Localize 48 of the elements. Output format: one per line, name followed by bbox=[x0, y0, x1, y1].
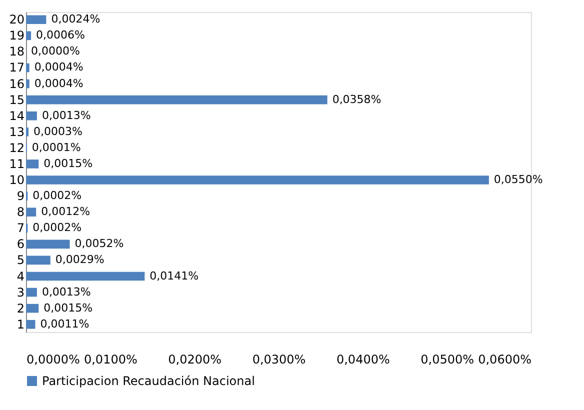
y-tick-label: 7 bbox=[16, 221, 24, 236]
data-label: 0,0141% bbox=[150, 269, 199, 282]
y-tick-label: 19 bbox=[9, 28, 24, 43]
data-label: 0,0001% bbox=[32, 140, 81, 154]
y-tick-label: 3 bbox=[16, 285, 24, 300]
data-label: 0,0358% bbox=[332, 92, 382, 106]
data-label: 0,0011% bbox=[40, 317, 90, 330]
y-tick-label: 16 bbox=[9, 76, 24, 91]
x-tick-label: 0,0400% bbox=[336, 352, 390, 366]
legend-label: Participacion Recaudación Nacional bbox=[42, 374, 255, 388]
data-label: 0,0002% bbox=[32, 221, 82, 234]
x-tick-label: 0,0300% bbox=[252, 352, 306, 366]
data-label: 0,0015% bbox=[44, 301, 93, 314]
data-label: 0,0052% bbox=[74, 237, 124, 250]
y-tick-label: 2 bbox=[16, 301, 24, 316]
y-tick-label: 20 bbox=[9, 12, 24, 27]
x-tick-label: 0,0100% bbox=[84, 352, 138, 366]
data-label: 0,0006% bbox=[36, 28, 86, 42]
x-tick-label: 0,0000% bbox=[26, 352, 80, 366]
data-label: 0,0002% bbox=[32, 189, 82, 202]
data-label: 0,0550% bbox=[494, 173, 543, 186]
y-tick-label: 14 bbox=[9, 108, 24, 123]
y-tick-label: 10 bbox=[9, 173, 24, 188]
data-label: 0,0013% bbox=[42, 285, 91, 298]
data-label: 0,0000% bbox=[31, 44, 80, 58]
data-label: 0,0029% bbox=[55, 253, 104, 266]
y-tick-label: 11 bbox=[9, 156, 24, 171]
y-tick-label: 15 bbox=[9, 92, 24, 107]
data-label: 0,0004% bbox=[34, 76, 84, 90]
y-tick-label: 6 bbox=[16, 237, 24, 252]
data-label: 0,0013% bbox=[42, 108, 91, 122]
data-label: 0,0015% bbox=[44, 156, 93, 170]
y-tick-label: 12 bbox=[9, 140, 24, 155]
y-tick-label: 8 bbox=[16, 205, 24, 220]
y-tick-label: 4 bbox=[16, 269, 24, 284]
data-label: 0,0004% bbox=[34, 60, 84, 74]
data-label: 0,0012% bbox=[41, 205, 90, 218]
data-label: 0,0024% bbox=[51, 12, 100, 26]
y-tick-label: 5 bbox=[16, 253, 24, 268]
y-tick-label: 17 bbox=[9, 60, 24, 75]
data-label: 0,0003% bbox=[34, 124, 82, 138]
y-tick-label: 9 bbox=[16, 189, 24, 204]
y-tick-label: 1 bbox=[16, 317, 24, 332]
x-tick-label: 0,0500% bbox=[420, 352, 474, 366]
x-tick-label: 0,0200% bbox=[168, 352, 222, 366]
y-tick-label: 18 bbox=[9, 44, 24, 59]
x-tick-label: 0,0600% bbox=[478, 352, 532, 366]
y-tick-label: 13 bbox=[9, 124, 24, 139]
